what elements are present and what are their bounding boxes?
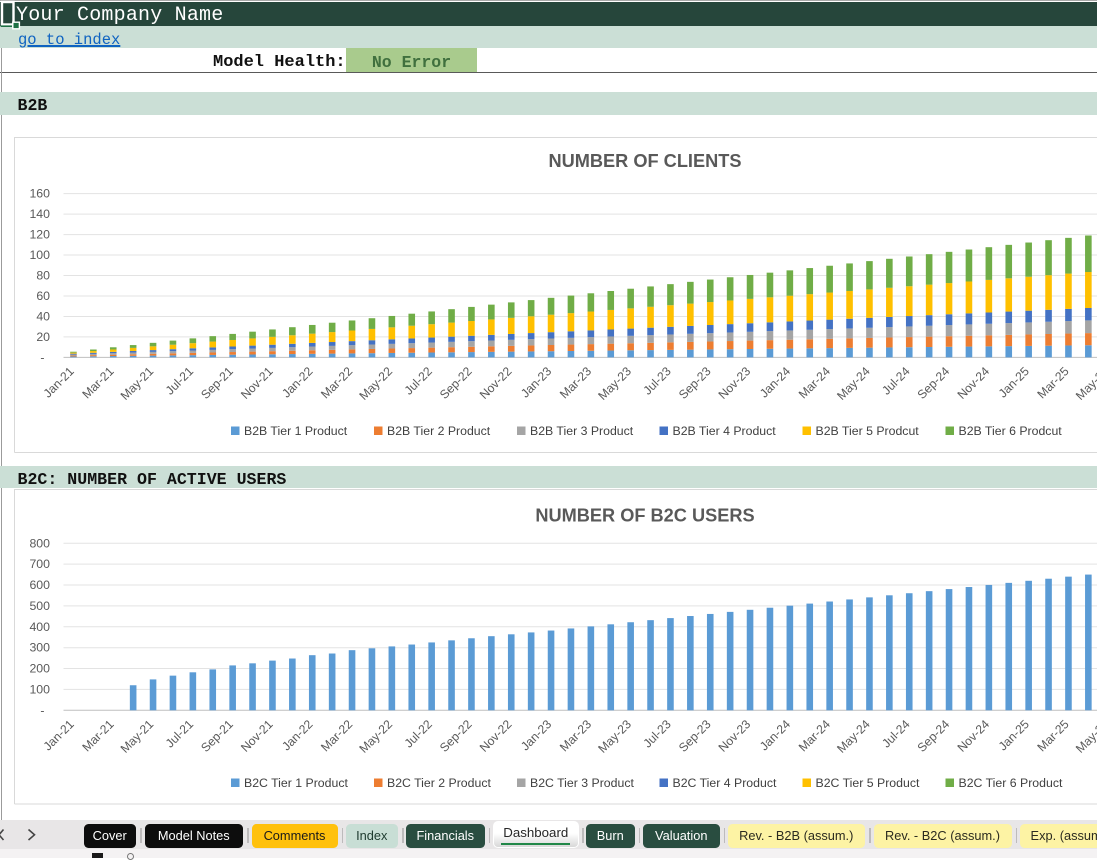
svg-text:Nov-23: Nov-23 — [716, 364, 754, 402]
svg-text:140: 140 — [29, 207, 50, 221]
svg-text:Jan-24: Jan-24 — [757, 364, 793, 400]
svg-text:Sep-21: Sep-21 — [198, 717, 236, 755]
svg-text:600: 600 — [29, 578, 50, 592]
svg-text:Mar-22: Mar-22 — [318, 364, 355, 401]
svg-text:Jan-23: Jan-23 — [518, 717, 554, 753]
svg-text:Jul-21: Jul-21 — [163, 717, 197, 751]
svg-text:Sep-24: Sep-24 — [915, 364, 953, 402]
svg-text:May-23: May-23 — [595, 717, 634, 756]
svg-text:B2B Tier 2 Product: B2B Tier 2 Product — [387, 424, 491, 438]
svg-text:Jan-22: Jan-22 — [279, 364, 315, 400]
svg-text:B2B Tier 6 Prodcut: B2B Tier 6 Prodcut — [959, 424, 1063, 438]
svg-text:Nov-21: Nov-21 — [238, 364, 276, 402]
svg-text:May-25: May-25 — [1073, 364, 1097, 403]
svg-text:800: 800 — [29, 536, 50, 550]
svg-text:B2B Tier 3 Product: B2B Tier 3 Product — [530, 424, 634, 438]
svg-text:Nov-21: Nov-21 — [238, 717, 276, 755]
svg-text:Mar-24: Mar-24 — [796, 364, 833, 401]
svg-text:-: - — [40, 703, 44, 717]
svg-text:B2C Tier 1 Product: B2C Tier 1 Product — [244, 776, 348, 790]
svg-text:May-25: May-25 — [1073, 717, 1097, 756]
svg-text:May-22: May-22 — [356, 717, 395, 756]
svg-text:60: 60 — [36, 289, 50, 303]
svg-text:May-23: May-23 — [595, 364, 634, 403]
svg-text:Mar-25: Mar-25 — [1035, 717, 1072, 754]
svg-text:700: 700 — [29, 557, 50, 571]
svg-text:B2C Tier 4 Product: B2C Tier 4 Product — [673, 776, 777, 790]
svg-text:B2C Tier 3 Product: B2C Tier 3 Product — [530, 776, 634, 790]
svg-text:100: 100 — [29, 682, 50, 696]
svg-text:100: 100 — [29, 248, 50, 262]
svg-text:Sep-22: Sep-22 — [437, 717, 475, 755]
svg-text:B2B Tier 1 Product: B2B Tier 1 Product — [244, 424, 348, 438]
svg-text:Mar-21: Mar-21 — [79, 717, 116, 754]
svg-text:May-24: May-24 — [834, 364, 873, 403]
svg-text:300: 300 — [29, 641, 50, 655]
svg-text:Jul-21: Jul-21 — [163, 364, 197, 398]
svg-text:Nov-22: Nov-22 — [477, 364, 515, 402]
svg-text:Mar-24: Mar-24 — [796, 717, 833, 754]
svg-text:B2B Tier 4 Product: B2B Tier 4 Product — [673, 424, 777, 438]
svg-text:200: 200 — [29, 662, 50, 676]
svg-text:Jan-23: Jan-23 — [518, 364, 554, 400]
svg-text:Jul-24: Jul-24 — [879, 364, 913, 398]
svg-text:Nov-24: Nov-24 — [955, 717, 993, 755]
svg-text:-: - — [40, 350, 44, 364]
svg-text:B2B Tier 5 Prodcut: B2B Tier 5 Prodcut — [816, 424, 920, 438]
svg-text:Nov-22: Nov-22 — [477, 717, 515, 755]
svg-text:Mar-25: Mar-25 — [1035, 364, 1072, 401]
svg-text:Jul-22: Jul-22 — [402, 364, 436, 398]
svg-text:B2C Tier 5 Product: B2C Tier 5 Product — [816, 776, 920, 790]
svg-text:NUMBER OF B2C USERS: NUMBER OF B2C USERS — [535, 506, 754, 526]
svg-text:80: 80 — [36, 269, 50, 283]
svg-text:Jul-24: Jul-24 — [879, 717, 913, 751]
svg-text:Mar-23: Mar-23 — [557, 717, 594, 754]
svg-text:160: 160 — [29, 187, 50, 201]
svg-text:Sep-23: Sep-23 — [676, 364, 714, 402]
svg-text:Nov-23: Nov-23 — [716, 717, 754, 755]
svg-text:500: 500 — [29, 599, 50, 613]
svg-text:Jul-23: Jul-23 — [640, 364, 674, 398]
svg-text:Sep-22: Sep-22 — [437, 364, 475, 402]
svg-text:Sep-21: Sep-21 — [198, 364, 236, 402]
svg-text:400: 400 — [29, 620, 50, 634]
svg-text:Jan-25: Jan-25 — [996, 364, 1032, 400]
svg-text:NUMBER OF CLIENTS: NUMBER OF CLIENTS — [549, 151, 742, 171]
svg-text:Jan-24: Jan-24 — [757, 717, 793, 753]
svg-text:Jul-23: Jul-23 — [640, 717, 674, 751]
svg-text:May-22: May-22 — [356, 364, 395, 403]
svg-text:Mar-21: Mar-21 — [79, 364, 116, 401]
svg-text:Jan-21: Jan-21 — [41, 364, 77, 400]
svg-text:40: 40 — [36, 310, 50, 324]
svg-text:Nov-24: Nov-24 — [955, 364, 993, 402]
svg-text:May-21: May-21 — [118, 717, 157, 756]
svg-text:Jan-22: Jan-22 — [279, 717, 315, 753]
svg-text:120: 120 — [29, 228, 50, 242]
svg-text:20: 20 — [36, 330, 50, 344]
svg-text:Jul-22: Jul-22 — [402, 717, 436, 751]
svg-text:B2C Tier 6 Product: B2C Tier 6 Product — [959, 776, 1063, 790]
svg-text:Sep-24: Sep-24 — [915, 717, 953, 755]
svg-text:Mar-22: Mar-22 — [318, 717, 355, 754]
svg-text:Sep-23: Sep-23 — [676, 717, 714, 755]
svg-text:Jan-21: Jan-21 — [41, 717, 77, 753]
svg-text:B2C Tier 2 Product: B2C Tier 2 Product — [387, 776, 491, 790]
svg-text:May-24: May-24 — [834, 717, 873, 756]
svg-text:Mar-23: Mar-23 — [557, 364, 594, 401]
svg-text:Jan-25: Jan-25 — [996, 717, 1032, 753]
svg-text:May-21: May-21 — [118, 364, 157, 403]
